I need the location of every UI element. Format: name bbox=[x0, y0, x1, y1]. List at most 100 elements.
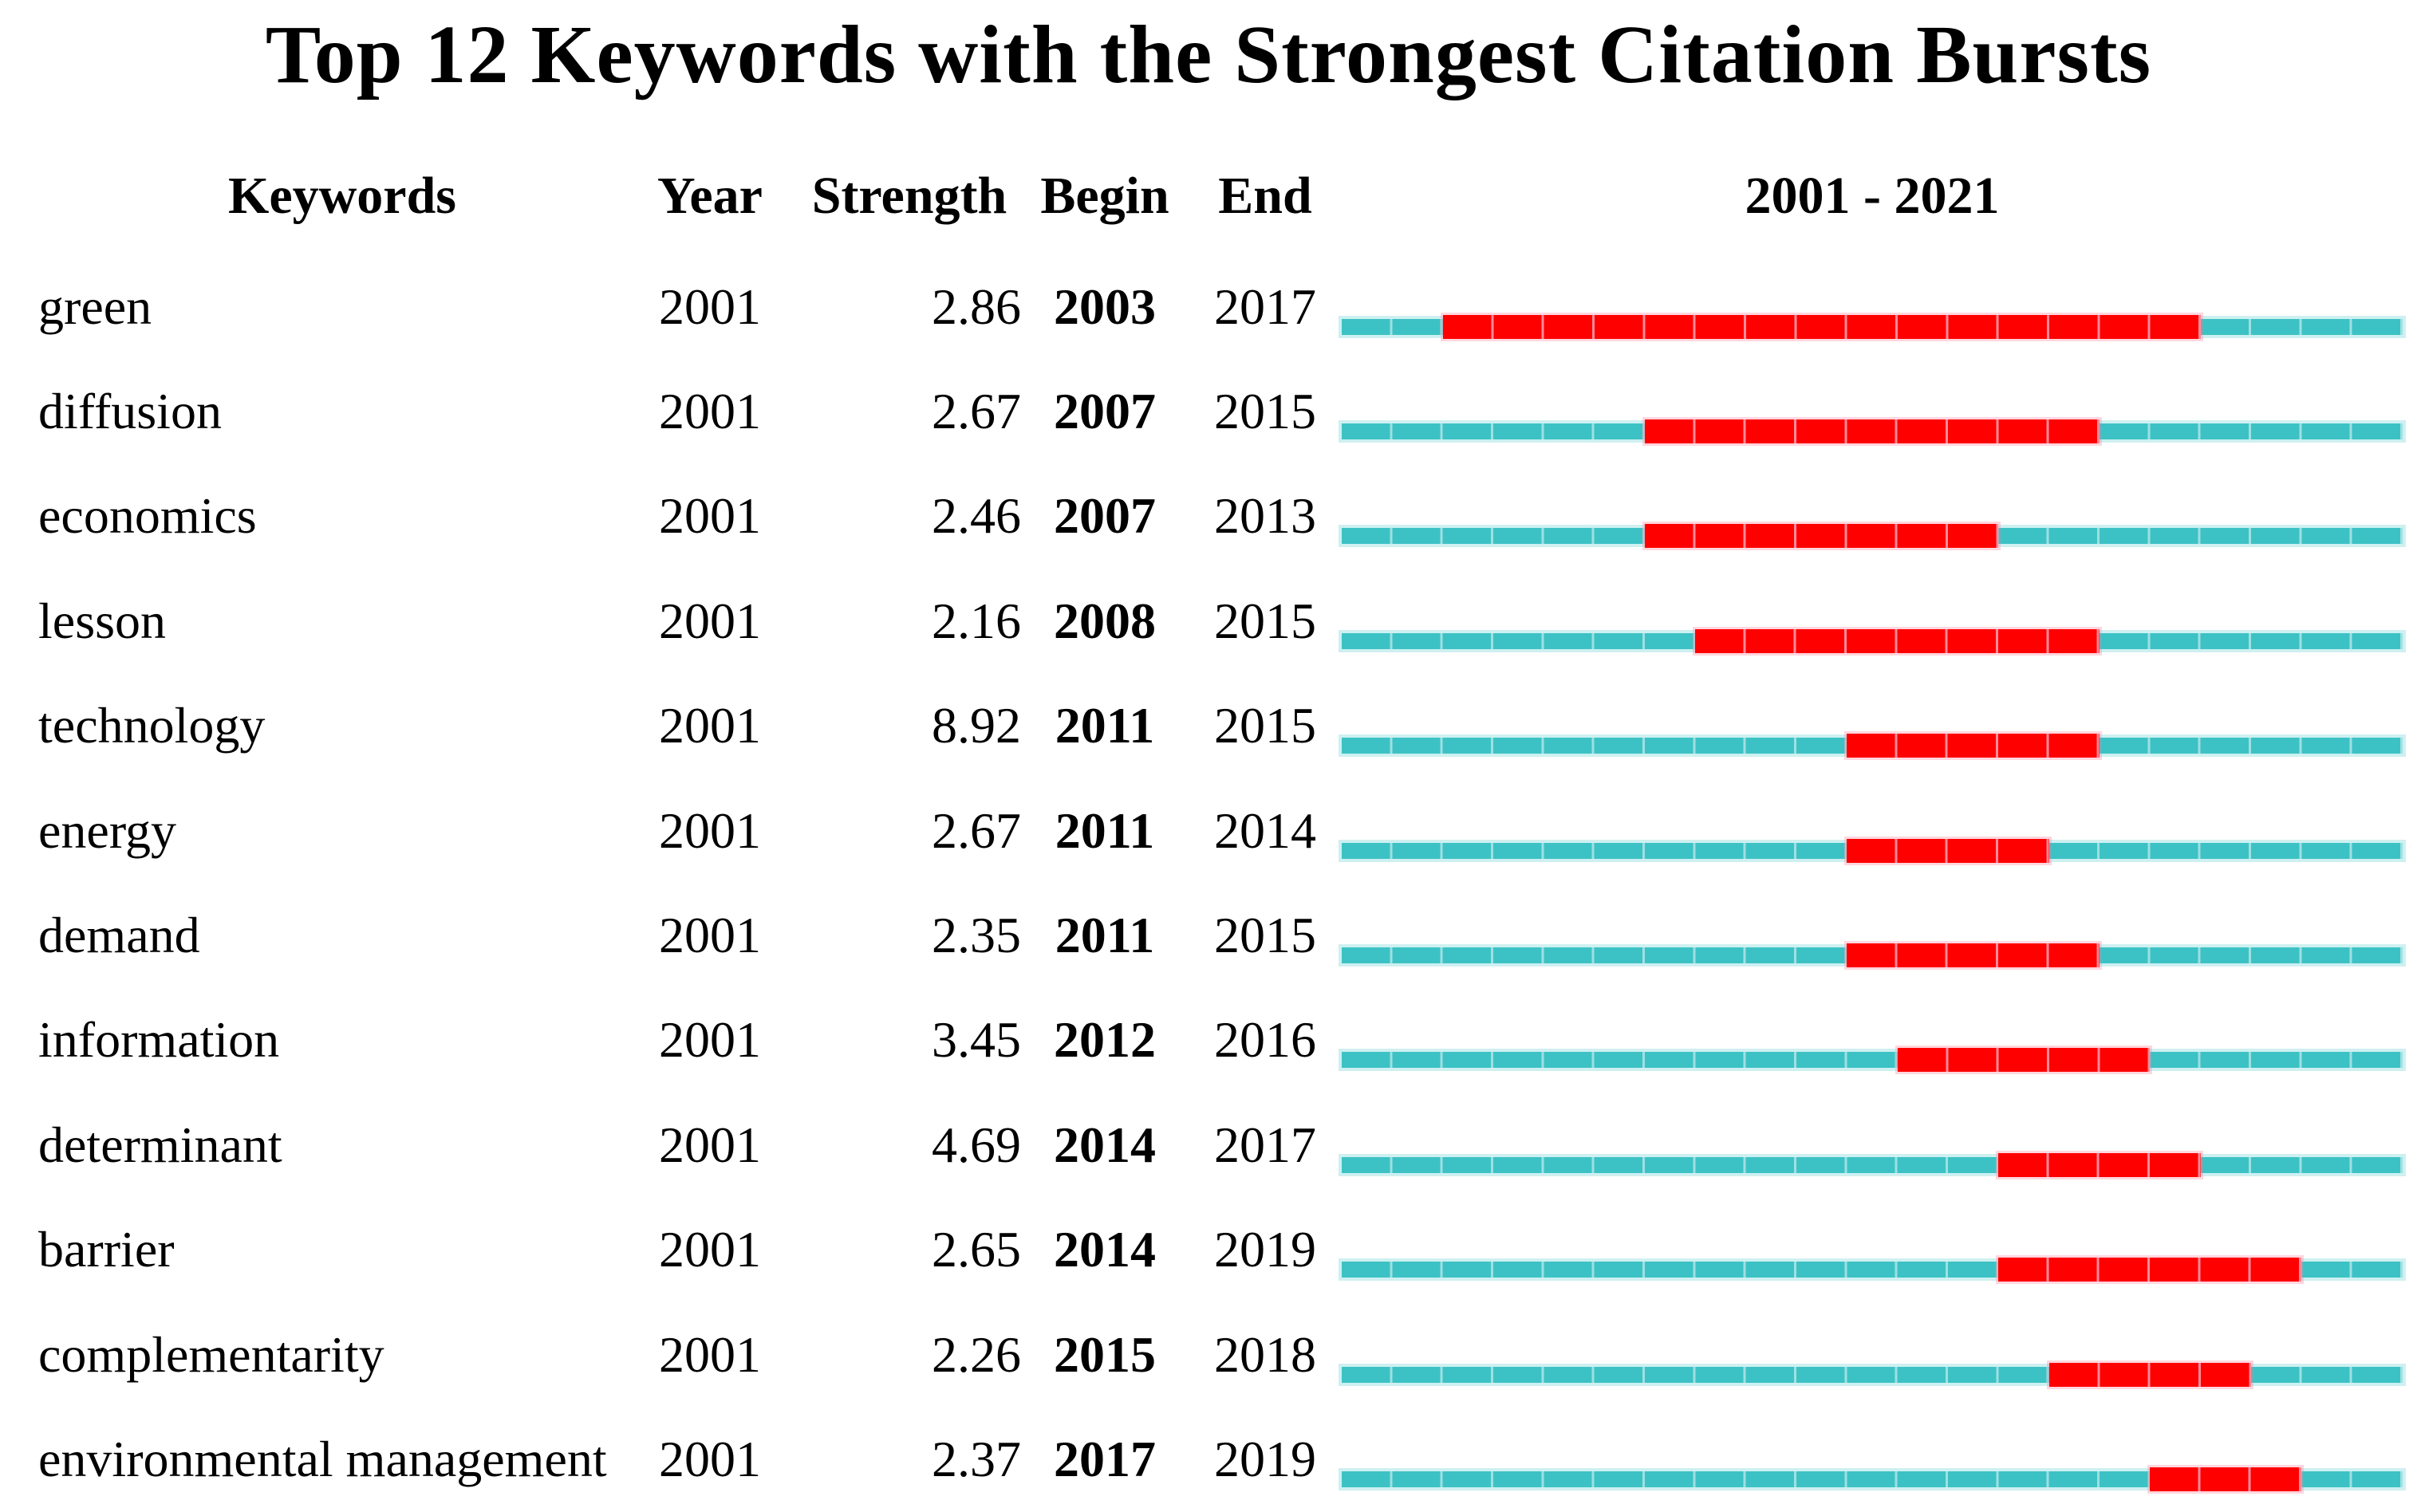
begin-value: 2015 bbox=[1054, 1325, 1156, 1383]
column-header-begin: Begin bbox=[1040, 167, 1169, 225]
strength-value: 2.67 bbox=[932, 801, 1021, 859]
column-header-strength: Strength bbox=[811, 167, 1007, 225]
timeline-cell bbox=[1342, 1242, 2403, 1282]
timeline-cell bbox=[1342, 404, 2403, 444]
begin-value: 2003 bbox=[1054, 278, 1156, 335]
year-value: 2001 bbox=[659, 1430, 761, 1487]
strength-value: 2.67 bbox=[932, 383, 1021, 440]
end-value: 2015 bbox=[1214, 697, 1316, 754]
keyword-label: determinant bbox=[38, 1116, 282, 1173]
year-value: 2001 bbox=[659, 1325, 761, 1383]
burst-segment bbox=[1847, 943, 2100, 968]
burst-segment bbox=[2048, 1362, 2251, 1387]
end-value: 2018 bbox=[1214, 1325, 1316, 1383]
year-value: 2001 bbox=[659, 383, 761, 440]
year-value: 2001 bbox=[659, 801, 761, 859]
begin-value: 2011 bbox=[1055, 801, 1155, 859]
strength-value: 2.37 bbox=[932, 1430, 1021, 1487]
strength-value: 2.46 bbox=[932, 487, 1021, 545]
table-row: diffusion 2001 2.67 2007 2015 bbox=[0, 359, 2417, 463]
burst-segment bbox=[1897, 1048, 2151, 1073]
year-value: 2001 bbox=[659, 907, 761, 964]
end-value: 2017 bbox=[1214, 1116, 1316, 1173]
timeline-cell bbox=[1342, 1032, 2403, 1073]
burst-segment bbox=[1847, 734, 2100, 758]
burst-segment bbox=[1695, 628, 2100, 653]
keyword-label: environmental management bbox=[38, 1430, 607, 1487]
keyword-label: demand bbox=[38, 907, 200, 964]
end-value: 2015 bbox=[1214, 383, 1316, 440]
keyword-label: complementarity bbox=[38, 1325, 384, 1383]
begin-value: 2017 bbox=[1054, 1430, 1156, 1487]
begin-value: 2007 bbox=[1054, 383, 1156, 440]
timeline-cell bbox=[1342, 613, 2403, 653]
timeline-base-line bbox=[1342, 734, 2403, 758]
strength-value: 2.26 bbox=[932, 1325, 1021, 1383]
table-row: demand 2001 2.35 2011 2015 bbox=[0, 883, 2417, 987]
keyword-label: information bbox=[38, 1011, 280, 1069]
strength-value: 2.65 bbox=[932, 1221, 1021, 1278]
begin-value: 2012 bbox=[1054, 1011, 1156, 1069]
column-header-year: Year bbox=[657, 167, 763, 225]
keyword-label: barrier bbox=[38, 1221, 175, 1278]
timeline-base-line bbox=[1342, 838, 2403, 863]
timeline-base-line bbox=[1342, 1467, 2403, 1491]
burst-segment bbox=[1645, 524, 1999, 549]
end-value: 2019 bbox=[1214, 1430, 1316, 1487]
timeline-cell bbox=[1342, 823, 2403, 863]
strength-value: 3.45 bbox=[932, 1011, 1021, 1069]
timeline-base-line bbox=[1342, 1362, 2403, 1387]
timeline-base-line bbox=[1342, 1152, 2403, 1177]
year-value: 2001 bbox=[659, 592, 761, 649]
table-row: complementarity 2001 2.26 2015 2018 bbox=[0, 1302, 2417, 1407]
end-value: 2013 bbox=[1214, 487, 1316, 545]
timeline-cell bbox=[1342, 718, 2403, 758]
table-row: technology 2001 8.92 2011 2015 bbox=[0, 674, 2417, 778]
begin-value: 2011 bbox=[1055, 907, 1155, 964]
table-row: environmental management 2001 2.37 2017 … bbox=[0, 1407, 2417, 1511]
begin-value: 2008 bbox=[1054, 592, 1156, 649]
timeline-cell bbox=[1342, 1451, 2403, 1491]
year-value: 2001 bbox=[659, 1011, 761, 1069]
end-value: 2016 bbox=[1214, 1011, 1316, 1069]
burst-segment bbox=[1998, 1152, 2201, 1177]
year-value: 2001 bbox=[659, 1116, 761, 1173]
keyword-label: lesson bbox=[38, 592, 166, 649]
end-value: 2019 bbox=[1214, 1221, 1316, 1278]
begin-value: 2014 bbox=[1054, 1116, 1156, 1173]
table-row: lesson 2001 2.16 2008 2015 bbox=[0, 569, 2417, 673]
timeline-base-line bbox=[1342, 1048, 2403, 1073]
table-row: energy 2001 2.67 2011 2014 bbox=[0, 778, 2417, 883]
strength-value: 8.92 bbox=[932, 697, 1021, 754]
timeline-base-line bbox=[1342, 419, 2403, 444]
keyword-label: energy bbox=[38, 801, 176, 859]
strength-value: 2.35 bbox=[932, 907, 1021, 964]
timeline-cell bbox=[1342, 299, 2403, 339]
strength-value: 2.86 bbox=[932, 278, 1021, 335]
end-value: 2017 bbox=[1214, 278, 1316, 335]
strength-value: 4.69 bbox=[932, 1116, 1021, 1173]
timeline-cell bbox=[1342, 1347, 2403, 1387]
timeline-base-line bbox=[1342, 628, 2403, 653]
begin-value: 2011 bbox=[1055, 697, 1155, 754]
burst-segment bbox=[1847, 838, 2049, 863]
timeline-base-line bbox=[1342, 943, 2403, 968]
chart-title: Top 12 Keywords with the Strongest Citat… bbox=[265, 9, 2152, 100]
table-row: barrier 2001 2.65 2014 2019 bbox=[0, 1198, 2417, 1302]
year-value: 2001 bbox=[659, 697, 761, 754]
year-value: 2001 bbox=[659, 487, 761, 545]
column-header-keywords: Keywords bbox=[228, 167, 456, 225]
year-value: 2001 bbox=[659, 278, 761, 335]
table-row: green 2001 2.86 2003 2017 bbox=[0, 254, 2417, 359]
end-value: 2015 bbox=[1214, 592, 1316, 649]
table-body: green 2001 2.86 2003 2017 diffusion 2001… bbox=[0, 254, 2417, 1512]
column-header-end: End bbox=[1218, 167, 1312, 225]
table-row: determinant 2001 4.69 2014 2017 bbox=[0, 1093, 2417, 1197]
timeline-base-line bbox=[1342, 524, 2403, 549]
keyword-label: technology bbox=[38, 697, 266, 754]
begin-value: 2007 bbox=[1054, 487, 1156, 545]
keyword-label: green bbox=[38, 278, 152, 335]
end-value: 2014 bbox=[1214, 801, 1316, 859]
table-row: information 2001 3.45 2012 2016 bbox=[0, 988, 2417, 1093]
burst-segment bbox=[1645, 419, 2100, 444]
